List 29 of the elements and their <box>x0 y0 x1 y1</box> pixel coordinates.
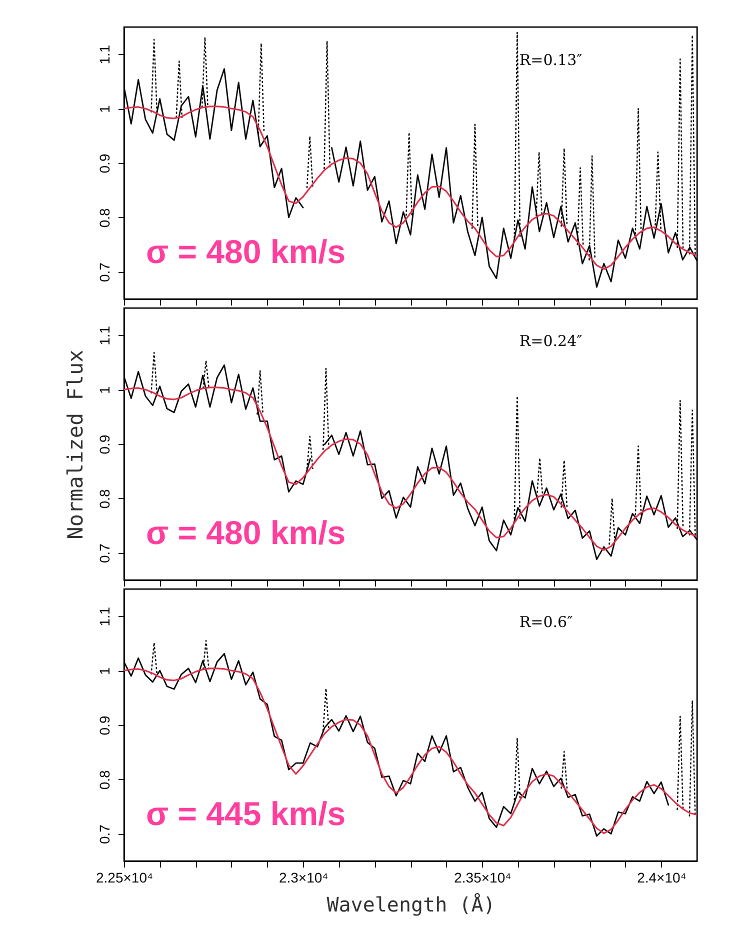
x-axis-title: Wavelength (Å) <box>326 892 496 916</box>
line-series <box>124 386 697 551</box>
y-tick-label: 0.7 <box>96 824 112 844</box>
y-tick-label: 0.8 <box>96 208 112 228</box>
annotation: R=0.13″ <box>519 51 583 69</box>
y-tick-label: 0.9 <box>96 716 112 736</box>
y-tick-label: 0.8 <box>96 488 112 509</box>
annotation: R=0.6″ <box>519 613 574 631</box>
y-axis-title: Normalized Flux <box>64 350 88 540</box>
x-tick-label: 2.3×10⁴ <box>278 870 328 886</box>
y-tick-label: 0.7 <box>96 262 112 282</box>
x-tick-label: 2.25×10⁴ <box>96 870 154 886</box>
line-series <box>124 106 697 270</box>
annotation: σ = 445 km/s <box>146 795 346 832</box>
y-tick-label: 1 <box>96 386 112 394</box>
annotation: σ = 480 km/s <box>146 233 346 270</box>
y-tick-label: 1.1 <box>96 44 112 64</box>
y-tick-label: 0.9 <box>96 434 112 454</box>
y-tick-label: 1 <box>96 667 112 675</box>
y-tick-label: 1 <box>96 105 112 113</box>
y-tick-label: 0.9 <box>96 154 112 174</box>
x-tick-label: 2.35×10⁴ <box>454 870 512 886</box>
y-tick-label: 0.8 <box>96 770 112 790</box>
y-tick-label: 1.1 <box>96 606 112 626</box>
annotation: R=0.24″ <box>519 332 583 350</box>
x-tick-label: 2.4×10⁴ <box>637 870 686 886</box>
y-tick-label: 1.1 <box>96 326 112 346</box>
annotation: σ = 480 km/s <box>146 514 346 551</box>
y-tick-label: 0.7 <box>96 543 112 564</box>
